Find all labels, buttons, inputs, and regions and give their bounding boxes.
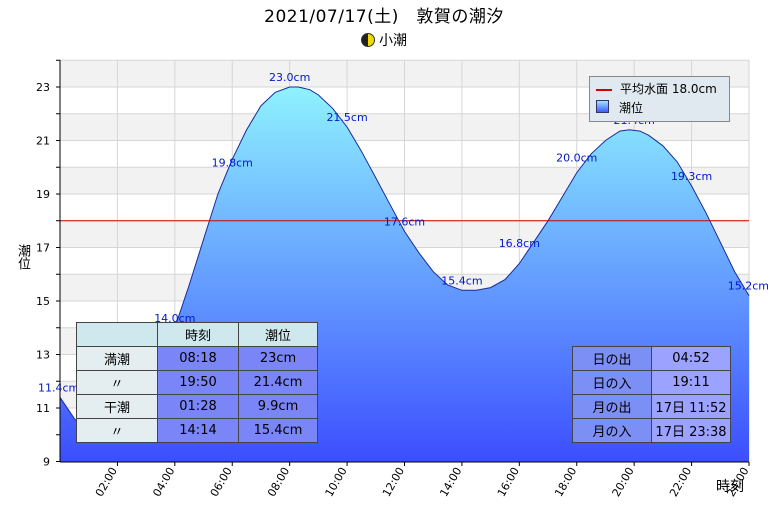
table-row: 日の出 04:52 [572,346,731,371]
tide-row-label: 満潮 [76,346,158,371]
x-tick-label: 20:00 [610,465,637,499]
moon-row-label: 月の入 [572,418,652,443]
x-tick-label: 08:00 [265,465,292,499]
data-point-label: 15.2cm [728,280,768,293]
y-tick-label: 15 [36,295,50,308]
sun-row-label: 日の出 [572,346,652,371]
x-axis-label: 時刻 [716,479,744,495]
x-tick-label: 16:00 [495,465,522,499]
tide-row-label: 〃 [76,370,158,395]
table-row: 月の出 17日 11:52 [572,394,731,419]
tide-row-label: 干潮 [76,394,158,419]
tide-row-level: 23cm [238,346,318,371]
tide-row-time: 08:18 [157,346,239,371]
moon-row-value: 17日 11:52 [651,394,731,419]
x-tick-label: 18:00 [552,465,579,499]
tide-row-level: 15.4cm [238,418,318,443]
moon-phase-label: 小潮 [379,33,407,49]
legend-item-mean: 平均水面 18.0cm [596,80,717,98]
x-tick-label: 14:00 [437,465,464,499]
tide-row-label: 〃 [76,418,158,443]
tide-row-level: 21.4cm [238,370,318,395]
data-point-label: 19.8cm [212,157,253,170]
half-moon-icon [361,33,375,47]
moon-row-value: 17日 23:38 [651,418,731,443]
x-tick-label: 10:00 [323,465,350,499]
tide-table: 時刻 潮位 満潮 08:18 23cm 〃 19:50 21.4cm 干潮 01… [76,322,318,443]
table-row: 日の入 19:11 [572,370,731,395]
sun-row-value: 04:52 [651,346,731,371]
tide-header-empty [76,322,158,347]
y-tick-label: 23 [36,81,50,94]
data-point-label: 11.4cm [38,381,79,394]
x-tick-label: 06:00 [208,465,235,499]
chart-title: 2021/07/17(土) 敦賀の潮汐 [264,7,504,27]
y-tick-label: 13 [36,349,50,362]
legend-item-tide: 潮位 [596,99,643,117]
legend-line-swatch [596,88,612,91]
table-row: 月の入 17日 23:38 [572,418,731,443]
tide-row-level: 9.9cm [238,394,318,419]
y-tick-label: 11 [36,402,50,415]
table-row: 干潮 01:28 9.9cm [76,394,318,419]
y-tick-label: 21 [36,135,50,148]
tide-row-time: 19:50 [157,370,239,395]
sun-moon-table: 日の出 04:52 日の入 19:11 月の出 17日 11:52 月の入 17… [572,346,731,443]
data-point-label: 17.6cm [384,215,425,228]
legend-mean-label: 平均水面 18.0cm [620,82,717,96]
tide-row-time: 01:28 [157,394,239,419]
table-row: 〃 14:14 15.4cm [76,418,318,443]
y-tick-label: 17 [36,242,50,255]
tide-row-time: 14:14 [157,418,239,443]
tide-header-level: 潮位 [238,322,318,347]
moon-row-label: 月の出 [572,394,652,419]
legend-area-swatch [596,100,609,113]
moon-phase: 小潮 [0,30,768,50]
data-point-label: 14.0cm [154,312,195,325]
x-tick-label: 04:00 [150,465,177,499]
data-point-label: 19.3cm [671,170,712,183]
y-axis-label: 潮位 [15,244,30,270]
data-point-label: 16.8cm [499,237,540,250]
legend: 平均水面 18.0cm 潮位 [589,76,730,122]
data-point-label: 23.0cm [269,71,310,84]
sun-row-value: 19:11 [651,370,731,395]
tide-table-header: 時刻 潮位 [76,322,318,347]
table-row: 満潮 08:18 23cm [76,346,318,371]
x-tick-label: 12:00 [380,465,407,499]
x-tick-label: 22:00 [667,465,694,499]
x-tick-label: 02:00 [93,465,120,499]
y-tick-label: 9 [43,456,50,469]
data-point-label: 20.0cm [556,151,597,164]
table-row: 〃 19:50 21.4cm [76,370,318,395]
data-point-label: 21.5cm [326,111,367,124]
tide-header-time: 時刻 [157,322,239,347]
tide-curve [59,86,750,438]
data-point-label: 15.4cm [441,274,482,287]
y-tick-label: 19 [36,188,50,201]
sun-row-label: 日の入 [572,370,652,395]
legend-tide-label: 潮位 [619,101,644,115]
